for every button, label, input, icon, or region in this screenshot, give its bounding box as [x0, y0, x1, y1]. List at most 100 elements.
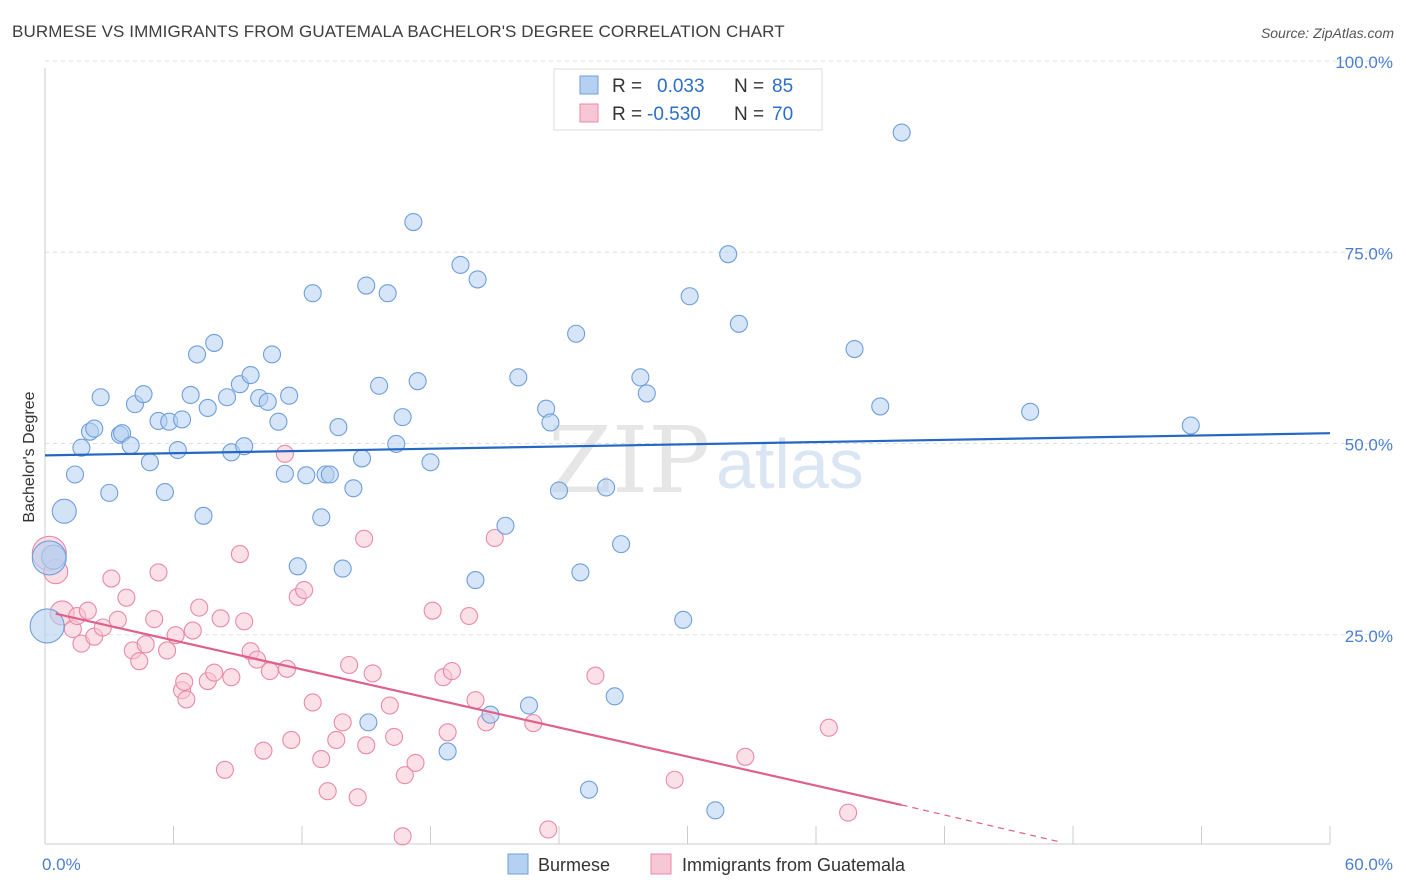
bottom-legend-label-burmese: Burmese — [538, 855, 610, 875]
guatemala-point — [205, 663, 224, 682]
burmese-point — [258, 392, 277, 411]
burmese-point — [579, 780, 599, 799]
x-tick-label-max: 60.0% — [1345, 855, 1393, 874]
legend-r-label-2: R = — [612, 104, 642, 125]
legend-box — [553, 68, 823, 131]
guatemala-point — [539, 820, 558, 839]
burmese-point — [404, 213, 423, 232]
guatemala-point — [183, 621, 202, 640]
burmese-point — [269, 412, 288, 431]
burmese-point — [706, 801, 725, 820]
burmese-point — [567, 324, 586, 343]
legend-n-label-1: N = — [734, 76, 764, 97]
burmese-point — [134, 385, 153, 404]
legend-swatch-guatemala — [579, 103, 599, 123]
burmese-point — [344, 479, 363, 498]
burmese-point — [637, 384, 656, 403]
guatemala-point — [93, 618, 112, 637]
guatemala-point — [442, 662, 461, 681]
burmese-point — [359, 713, 378, 732]
burmese-point — [421, 453, 440, 472]
burmese-point — [181, 385, 200, 404]
burmese-point — [481, 705, 500, 724]
y-tick-label: 100.0% — [1335, 53, 1393, 72]
guatemala-point — [312, 750, 331, 769]
burmese-point — [631, 368, 650, 387]
guatemala-point — [665, 770, 684, 789]
guatemala-point — [235, 612, 254, 631]
burmese-point — [85, 419, 104, 438]
guatemala-point — [393, 827, 412, 846]
guatemala-point — [355, 529, 374, 548]
burmese-point — [352, 449, 372, 468]
burmese-point — [113, 424, 132, 443]
burmese-point — [275, 464, 294, 483]
legend: R = 0.033 N = 85 R = -0.530 N = 70 — [553, 68, 823, 131]
guatemala-point — [222, 668, 241, 687]
burmese-point — [892, 123, 911, 142]
guatemala-point — [357, 736, 376, 755]
guatemala-point — [380, 696, 399, 715]
legend-n-value-2: 70 — [772, 104, 793, 125]
burmese-point — [1021, 402, 1040, 421]
guatemala-point — [282, 730, 301, 750]
guatemala-point — [177, 690, 196, 709]
guatemala-point — [406, 753, 425, 772]
burmese-point — [198, 398, 217, 418]
bottom-legend-swatch-burmese — [507, 853, 529, 875]
burmese-point — [188, 345, 207, 364]
guatemala-point — [145, 610, 164, 629]
guatemala-trend-line — [55, 612, 902, 807]
trend-lines — [44, 432, 1331, 844]
guatemala-point — [839, 803, 858, 822]
guatemala-point — [340, 655, 359, 675]
burmese-point — [303, 284, 322, 303]
burmese-point — [466, 571, 485, 590]
burmese-point — [31, 540, 67, 576]
guatemala-point — [363, 664, 382, 683]
y-axis-label: Bachelor's Degree — [21, 391, 38, 522]
burmese-point — [571, 563, 590, 582]
guatemala-point — [459, 606, 479, 626]
y-tick-label: 25.0% — [1345, 627, 1393, 646]
guatemala-point — [295, 580, 314, 600]
legend-n-value-1: 85 — [772, 76, 793, 97]
burmese-point — [205, 333, 224, 352]
burmese-point — [612, 535, 631, 554]
burmese-point — [100, 483, 119, 502]
chart-title: BURMESE VS IMMIGRANTS FROM GUATEMALA BAC… — [12, 22, 785, 41]
guatemala-point — [190, 598, 209, 617]
legend-swatch-burmese — [579, 75, 599, 95]
guatemala-point — [254, 741, 273, 760]
y-tick-label: 50.0% — [1345, 436, 1393, 455]
burmese-point — [280, 386, 299, 405]
bottom-legend-label-guatemala: Immigrants from Guatemala — [682, 855, 906, 875]
burmese-point — [194, 506, 213, 525]
burmese-point — [378, 284, 397, 303]
burmese-point — [1181, 416, 1200, 435]
guatemala-point — [466, 691, 485, 710]
burmese-point — [597, 478, 616, 497]
burmese-trend-line — [44, 432, 1331, 457]
burmese-point — [297, 466, 316, 485]
burmese-point — [509, 368, 528, 387]
burmese-point — [680, 287, 699, 306]
burmese-point — [173, 410, 192, 429]
series-guatemala — [31, 444, 858, 846]
burmese-point — [519, 696, 539, 715]
burmese-point — [320, 465, 339, 484]
guatemala-point — [149, 563, 168, 582]
burmese-point — [729, 314, 748, 333]
guatemala-trend-extension — [901, 804, 1063, 844]
guatemala-point — [230, 545, 249, 564]
burmese-point — [719, 245, 738, 264]
burmese-point — [168, 440, 187, 460]
guatemala-point — [275, 444, 294, 463]
burmese-point — [605, 687, 624, 706]
guatemala-point — [260, 662, 279, 681]
burmese-point — [451, 255, 470, 274]
burmese-point — [357, 276, 376, 295]
burmese-point — [674, 610, 693, 629]
burmese-point — [845, 339, 864, 359]
